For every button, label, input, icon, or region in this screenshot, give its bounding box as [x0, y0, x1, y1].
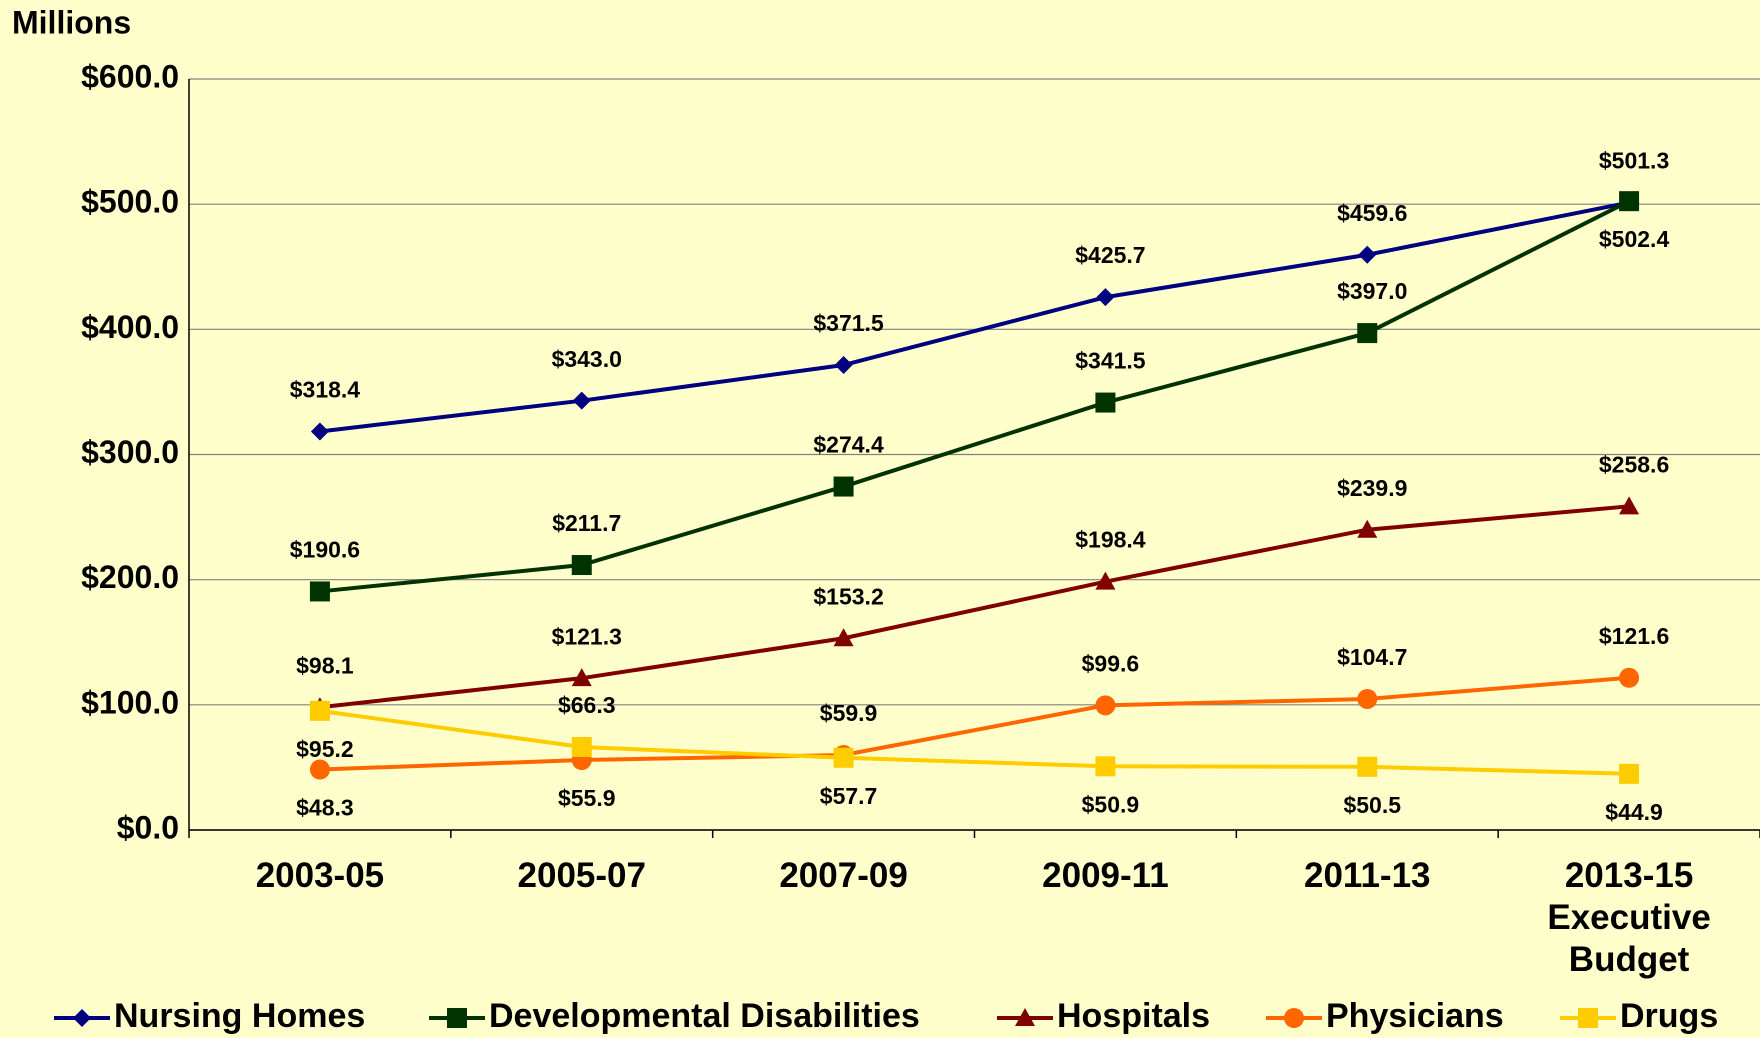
- x-tick-label: 2009-11: [1042, 856, 1169, 895]
- marker: [1619, 191, 1640, 212]
- legend-label: Physicians: [1326, 997, 1504, 1035]
- data-label: $95.2: [296, 736, 354, 762]
- marker: [834, 356, 853, 375]
- marker: [1284, 1008, 1304, 1028]
- data-label: $98.1: [296, 652, 354, 678]
- series-line: [319, 675, 1630, 772]
- marker: [833, 747, 854, 768]
- data-label: $66.3: [558, 692, 616, 718]
- series-line: [319, 504, 1630, 710]
- x-tick-label: 2003-05: [256, 856, 384, 895]
- legend-item: Drugs: [1560, 997, 1718, 1035]
- legend-label: Drugs: [1620, 997, 1718, 1035]
- data-label: $397.0: [1337, 278, 1407, 304]
- series: [310, 193, 1639, 441]
- data-label: $153.2: [813, 583, 883, 609]
- series: [309, 700, 1640, 784]
- data-label: $502.4: [1599, 226, 1670, 252]
- y-tick-label: $500.0: [81, 184, 179, 220]
- data-label: $318.4: [290, 377, 361, 403]
- marker: [1578, 1008, 1598, 1028]
- data-label: $258.6: [1599, 451, 1669, 477]
- y-tick-label: $600.0: [81, 58, 179, 94]
- marker: [1015, 1008, 1035, 1026]
- data-label: $44.9: [1605, 799, 1663, 825]
- data-label: $274.4: [813, 432, 884, 458]
- series-line: [319, 200, 1630, 434]
- series: [309, 191, 1640, 602]
- y-tick-label: $100.0: [81, 684, 179, 720]
- marker: [309, 700, 330, 721]
- data-label: $371.5: [813, 310, 884, 336]
- data-label: $99.6: [1082, 650, 1140, 676]
- marker: [1095, 756, 1116, 777]
- series-line: [319, 708, 1630, 776]
- marker: [1357, 323, 1378, 344]
- marker: [1096, 288, 1115, 307]
- data-label: $425.7: [1075, 242, 1145, 268]
- marker: [1357, 756, 1378, 777]
- marker: [571, 668, 592, 687]
- marker: [309, 581, 330, 602]
- marker: [833, 476, 854, 497]
- data-label: $48.3: [296, 795, 354, 821]
- marker: [1619, 496, 1640, 515]
- data-label: $501.3: [1599, 148, 1669, 174]
- y-tick-label: $200.0: [81, 559, 179, 595]
- legend-item: Physicians: [1266, 997, 1504, 1035]
- data-label: $341.5: [1075, 348, 1146, 374]
- data-label: $104.7: [1337, 644, 1407, 670]
- marker: [1357, 519, 1378, 538]
- y-tick-label: $0.0: [117, 809, 179, 845]
- data-label: $50.9: [1082, 791, 1140, 817]
- marker: [1095, 571, 1116, 590]
- marker: [309, 759, 330, 780]
- data-label: $50.5: [1343, 792, 1401, 818]
- data-label: $198.4: [1075, 527, 1146, 553]
- legend-label: Developmental Disabilities: [489, 997, 920, 1035]
- y-axis-label: Millions: [12, 4, 131, 40]
- marker: [572, 391, 591, 410]
- legend-item: Hospitals: [997, 997, 1210, 1035]
- marker: [1357, 688, 1378, 709]
- legend-label: Nursing Homes: [114, 997, 365, 1035]
- data-label: $211.7: [552, 510, 621, 536]
- data-label: $55.9: [558, 785, 616, 811]
- data-label: $239.9: [1337, 475, 1407, 501]
- data-label: $121.3: [552, 623, 622, 649]
- marker: [1619, 667, 1640, 688]
- series-line: [319, 199, 1630, 594]
- marker: [73, 1009, 91, 1027]
- data-label: $59.9: [820, 700, 878, 726]
- legend-label: Hospitals: [1057, 997, 1210, 1035]
- marker: [833, 628, 854, 647]
- marker: [1095, 392, 1116, 413]
- marker: [571, 737, 592, 758]
- x-tick-label: 2005-07: [518, 856, 646, 895]
- marker: [571, 555, 592, 576]
- legend-item: Nursing Homes: [54, 997, 365, 1035]
- marker: [1619, 763, 1640, 784]
- x-tick-label: 2013-15 Executive Budget: [1547, 856, 1710, 979]
- marker: [1095, 695, 1116, 716]
- y-tick-label: $400.0: [81, 309, 179, 345]
- x-tick-label: 2007-09: [779, 856, 907, 895]
- legend-item: Developmental Disabilities: [429, 997, 920, 1035]
- data-label: $190.6: [290, 537, 360, 563]
- data-label: $57.7: [820, 783, 878, 809]
- marker: [447, 1008, 467, 1028]
- data-label: $121.6: [1599, 623, 1669, 649]
- y-tick-label: $300.0: [81, 434, 179, 470]
- x-tick-label: 2011-13: [1304, 856, 1431, 895]
- data-label: $459.6: [1337, 200, 1407, 226]
- data-label: $343.0: [552, 346, 622, 372]
- marker: [310, 422, 329, 441]
- marker: [1358, 245, 1377, 264]
